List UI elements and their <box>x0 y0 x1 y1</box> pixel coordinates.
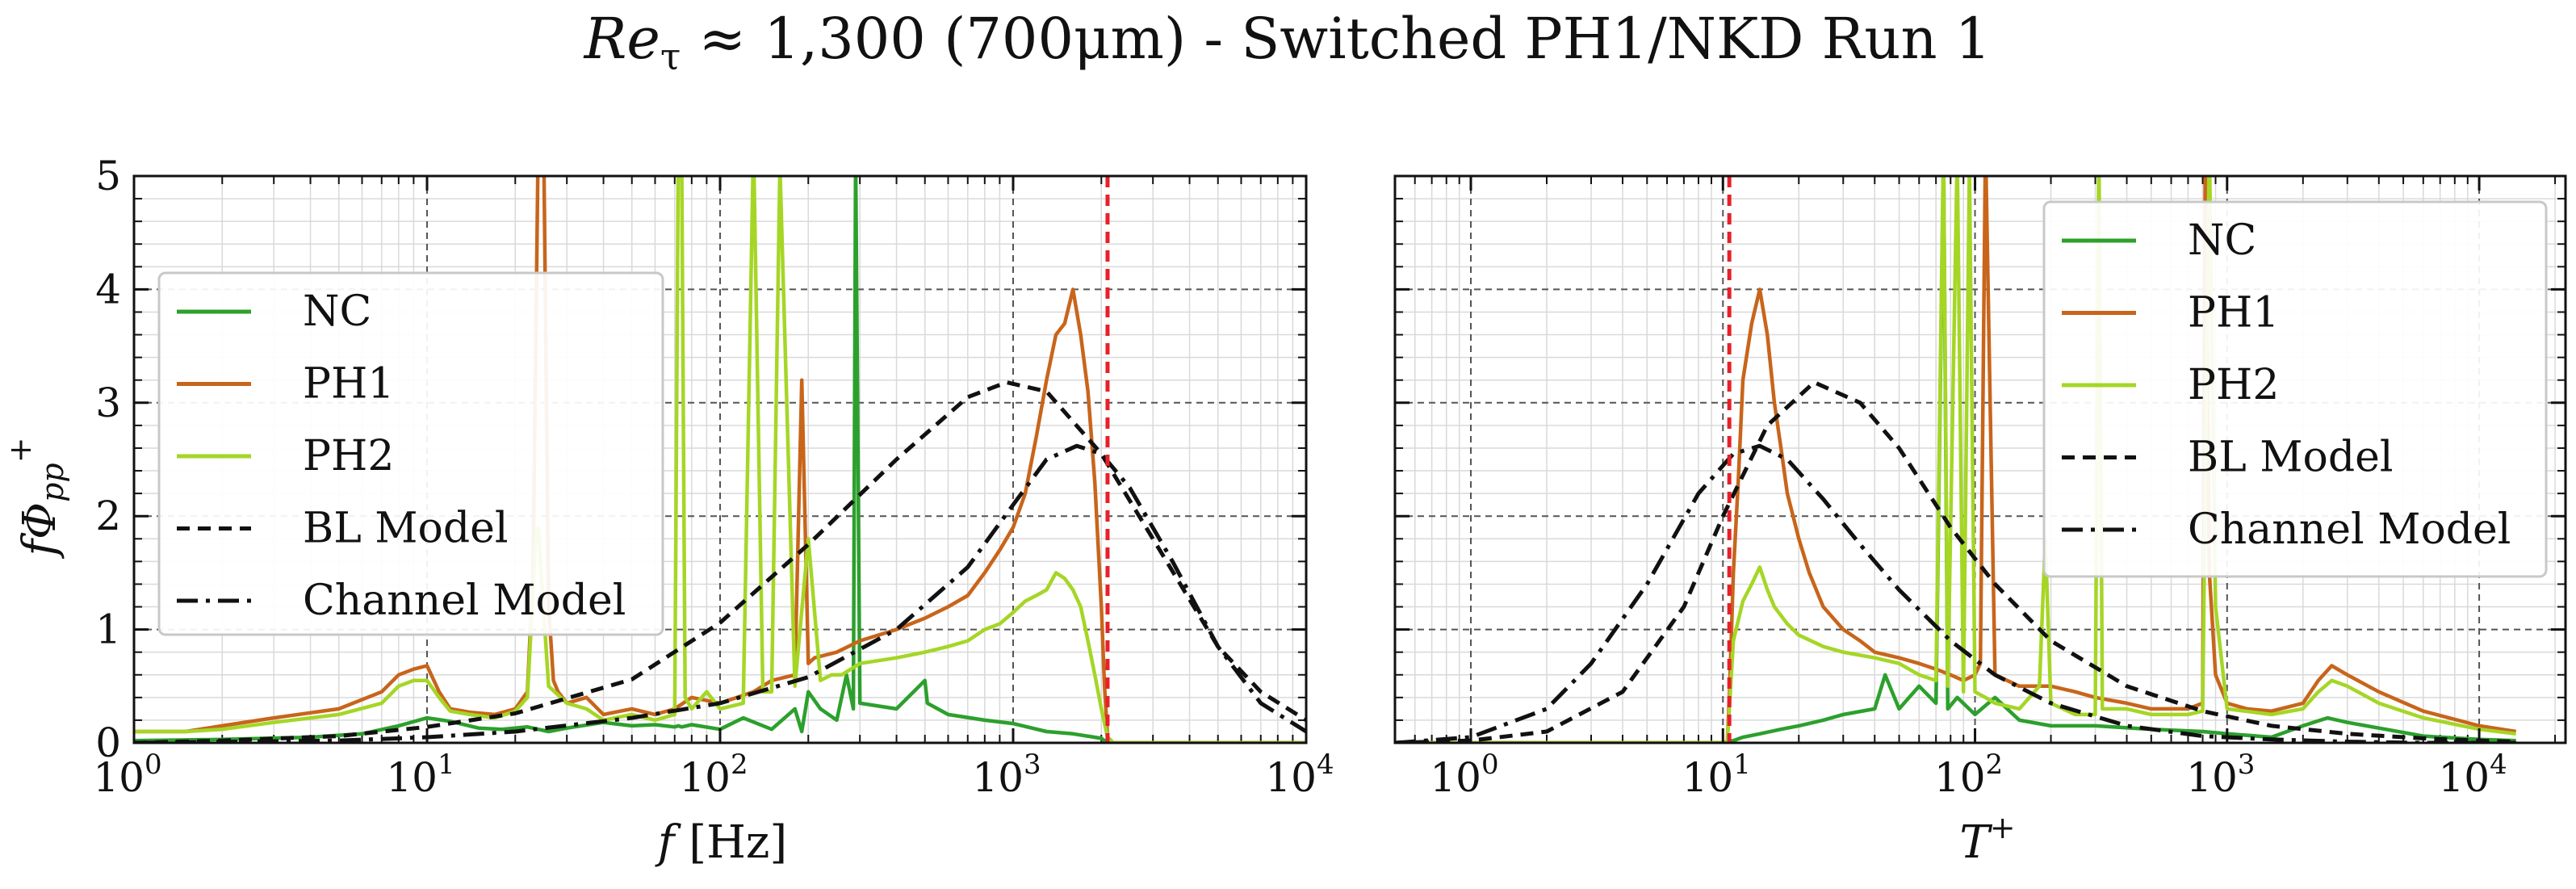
right-legend-item-nc: NC <box>2062 216 2256 265</box>
right-legend-item-ph1: PH1 <box>2062 289 2279 338</box>
right-legend-box <box>2042 200 2548 578</box>
figure-title: Reτ ≈ 1,300 (700μm) - Switched PH1/NKD R… <box>583 6 1992 78</box>
left-ticks: 100 101 102 103 104 0 1 2 3 4 5 <box>93 153 1334 801</box>
right-legend-label: BL Model <box>2188 434 2394 482</box>
left-series-channel-model <box>134 443 1306 743</box>
right-legend-label: NC <box>2188 216 2256 265</box>
left-y-tick-label: 0 <box>95 719 121 766</box>
left-series <box>134 176 1306 743</box>
left-x-tick-label: 104 <box>1265 749 1334 801</box>
left-series-bl-model <box>134 380 1306 743</box>
left-legend-label: BL Model <box>303 505 509 553</box>
left-x-tick-label: 100 <box>93 749 161 801</box>
right-panel: 100 101 102 103 104 NC PH1 PH2 BL Model Channel M… <box>1393 174 2567 801</box>
right-series <box>1395 176 2517 743</box>
left-legend-item-nc: NC <box>177 287 371 336</box>
right-x-tick-label: 104 <box>2438 749 2507 801</box>
left-legend-item-channel-model: Channel Model <box>177 577 626 625</box>
left-legend-box <box>157 271 664 636</box>
left-series-ph2 <box>134 176 1306 743</box>
right-series-channel-model <box>1395 443 2516 743</box>
right-x-tick-label: 103 <box>2186 749 2255 801</box>
right-axes-frame <box>1393 174 2567 744</box>
left-legend-item-ph1: PH1 <box>177 360 394 409</box>
right-legend: NC PH1 PH2 BL Model Channel Model <box>2042 200 2548 578</box>
right-x-tick-label: 102 <box>1934 749 2003 801</box>
left-x-tick-label: 103 <box>972 749 1041 801</box>
left-panel: 100 101 102 103 104 0 1 2 3 4 5 NC PH1 PH2 BL Model Cha… <box>93 153 1334 801</box>
left-legend-item-bl-model: BL Model <box>177 505 509 553</box>
right-series-nc <box>1395 176 2516 743</box>
left-y-tick-label: 5 <box>95 153 121 199</box>
left-legend-label: NC <box>303 287 371 336</box>
left-y-tick-label: 4 <box>95 266 121 312</box>
right-legend-item-channel-model: Channel Model <box>2062 505 2511 554</box>
right-legend-label: Channel Model <box>2188 505 2511 554</box>
left-legend: NC PH1 PH2 BL Model Channel Model <box>157 271 664 636</box>
right-x-tick-label: 100 <box>1430 749 1498 801</box>
left-x-tick-label: 101 <box>386 749 454 801</box>
right-legend-item-ph2: PH2 <box>2062 361 2279 409</box>
left-legend-item-ph2: PH2 <box>177 432 394 480</box>
right-x-tick-label: 101 <box>1682 749 1751 801</box>
left-legend-label: PH2 <box>303 432 394 480</box>
left-x-tick-label: 102 <box>679 749 748 801</box>
left-x-axis-label: f [Hz] <box>655 816 788 869</box>
left-series-nc <box>134 176 1306 743</box>
right-series-ph2 <box>1395 176 2516 743</box>
right-ticks: 100 101 102 103 104 <box>1395 174 2566 801</box>
left-legend-label: PH1 <box>303 360 394 409</box>
left-y-tick-label: 1 <box>95 606 121 653</box>
left-legend-label: Channel Model <box>303 577 626 625</box>
right-legend-item-bl-model: BL Model <box>2062 434 2394 482</box>
left-y-tick-label: 2 <box>95 493 121 539</box>
right-legend-label: PH2 <box>2188 361 2279 409</box>
right-series-bl-model <box>1395 380 2516 743</box>
left-y-tick-label: 3 <box>95 380 121 426</box>
left-y-axis-label: fΦpp+ <box>2 437 70 559</box>
right-legend-label: PH1 <box>2188 289 2279 338</box>
right-x-axis-label: T+ <box>1959 810 2015 869</box>
